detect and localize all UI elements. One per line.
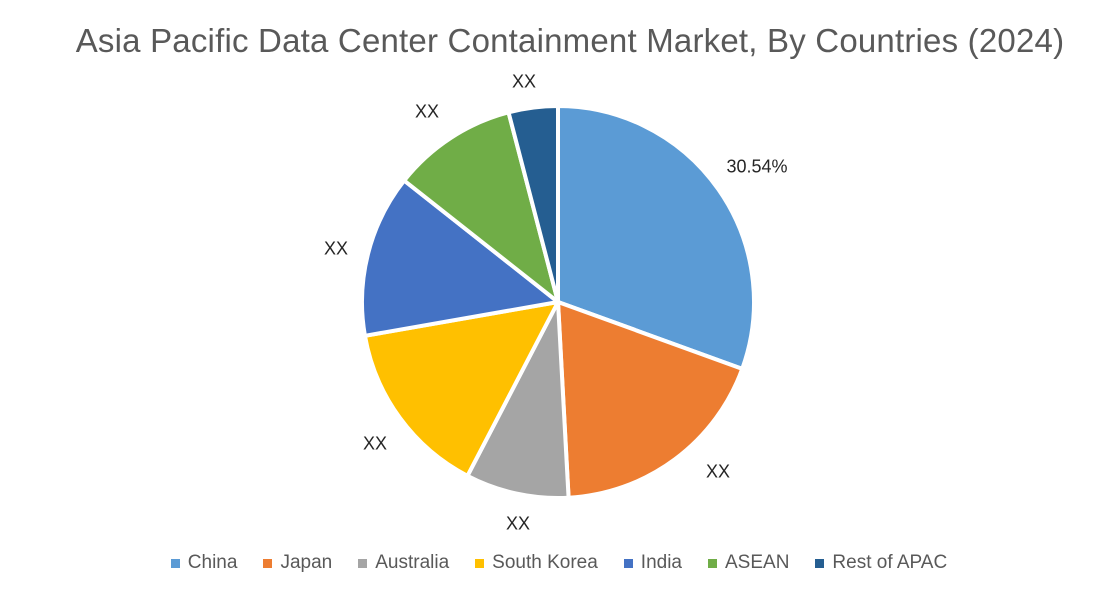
legend-label: South Korea [492,552,598,573]
legend-item-rest-of-apac: Rest of APAC [815,552,947,574]
pie-slice-south-korea [362,300,560,478]
legend-label: Rest of APAC [832,552,948,573]
legend-item-australia: Australia [358,552,449,574]
legend-swatch-icon [358,558,368,568]
legend-swatch-icon [170,558,180,568]
legend-label: India [640,552,682,573]
chart-title: Asia Pacific Data Center Containment Mar… [75,22,1065,59]
legend-item-china: China [170,552,238,574]
legend-item-india: India [623,552,682,574]
legend-swatch-icon [475,558,485,568]
legend-item-south-korea: South Korea [475,552,598,574]
legend-item-asean: ASEAN [708,552,789,574]
pie-slice-japan [556,300,745,500]
data-label-australia: XX [505,513,531,534]
legend-label: China [187,552,238,573]
legend-swatch-icon [623,558,633,568]
data-label-rest-of-apac: XX [511,71,537,92]
legend-item-japan: Japan [263,552,332,574]
legend-swatch-icon [263,558,273,568]
legend-swatch-icon [815,558,825,568]
legend-label: Australia [375,552,450,573]
legend-label: ASEAN [725,552,790,573]
data-label-india: XX [323,238,349,259]
data-label-south-korea: XX [362,433,388,454]
pie-slice-rest-of-apac [506,104,560,304]
data-label-china: 30.54% [726,156,788,177]
pie-slice-australia [465,300,571,500]
pie-slice-china [556,104,756,371]
legend-swatch-icon [708,558,717,568]
data-label-japan: XX [705,461,731,482]
data-label-asean: XX [414,101,440,122]
legend-label: Japan [280,552,333,573]
pie-slice-india [360,178,560,338]
chart-legend: China Japan Australia South Korea India … [0,552,1112,574]
